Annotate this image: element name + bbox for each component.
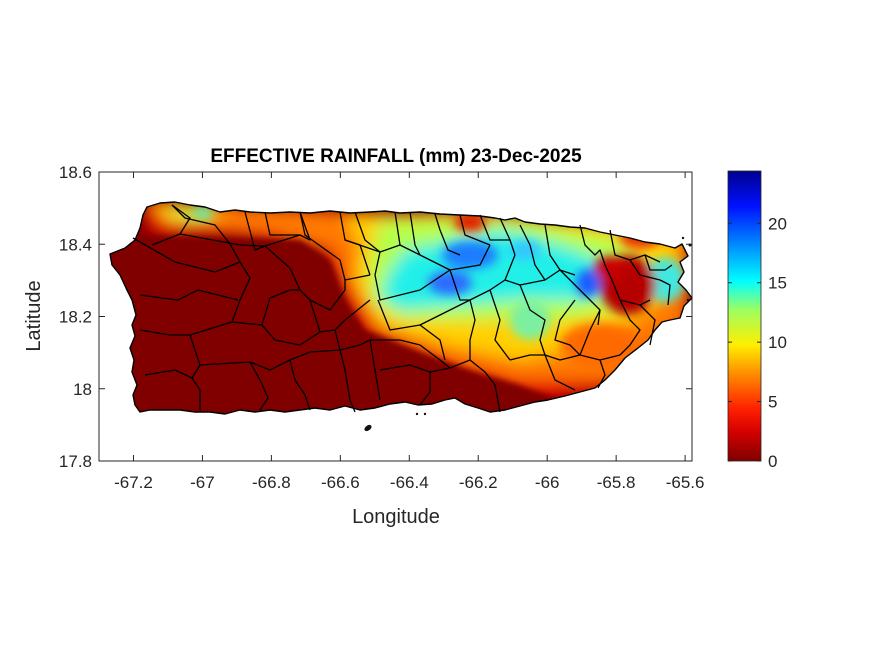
x-tick-label: -65.6 <box>666 473 705 492</box>
boundary <box>559 269 601 326</box>
boundary <box>261 289 300 326</box>
x-tick-label: -66.8 <box>252 473 291 492</box>
boundary <box>244 211 301 251</box>
boundary <box>334 329 356 413</box>
chart-title: EFFECTIVE RAINFALL (mm) 23-Dec-2025 <box>210 146 582 167</box>
boundary <box>479 214 516 256</box>
colorbar-gradient <box>727 170 762 462</box>
cyan-central-south <box>510 300 550 340</box>
x-ticks: -67.2 -67 -66.8 -66.6 -66.4 -66.2 -66 -65.8 -65.… <box>114 172 704 492</box>
boundary <box>469 359 501 413</box>
rainfall-field <box>110 202 692 414</box>
colorbar-tick-label: 5 <box>768 393 777 412</box>
boundary <box>151 204 191 246</box>
boundary <box>519 284 546 356</box>
y-tick-label: 17.8 <box>59 452 92 471</box>
boundary <box>374 251 451 301</box>
hotspot-2 <box>428 271 472 295</box>
x-tick-label: -65.8 <box>597 473 636 492</box>
y-tick-label: 18.2 <box>59 308 92 327</box>
y-tick-label: 18.4 <box>59 235 92 254</box>
boundary <box>354 211 381 253</box>
boundary <box>399 339 451 369</box>
boundary <box>544 354 576 391</box>
y-ticks: 17.8 18 18.2 18.4 18.6 <box>59 163 692 471</box>
boundary <box>139 321 233 336</box>
colorbar-tick-label: 15 <box>768 274 787 293</box>
y-tick-label: 18.6 <box>59 163 92 182</box>
boundary <box>619 299 641 356</box>
boundary <box>554 299 581 356</box>
hotspot-1 <box>442 241 498 269</box>
x-tick-label: -66 <box>535 473 560 492</box>
small-islands <box>364 236 692 432</box>
boundary <box>419 372 431 406</box>
x-tick-label: -66.6 <box>321 473 360 492</box>
colorbar-tick-label: 0 <box>768 452 777 471</box>
boundary <box>179 233 266 247</box>
colorbar-ticks: 0 5 10 15 20 <box>728 214 787 471</box>
boundary <box>489 289 511 361</box>
island-caja-de-muertos <box>364 424 372 432</box>
boundary <box>229 243 251 323</box>
boundary <box>289 359 311 411</box>
boundary <box>544 224 576 276</box>
boundary <box>579 224 606 266</box>
dry-southwest <box>110 235 620 414</box>
boundary <box>309 339 400 353</box>
municipality-boundaries <box>132 204 673 413</box>
boundary <box>309 274 371 311</box>
hotspot-3 <box>576 269 600 297</box>
boundary <box>629 259 671 306</box>
boundary <box>139 289 239 301</box>
boundary <box>519 224 546 281</box>
colorbar-tick-label: 20 <box>768 214 787 233</box>
boundary <box>597 359 606 389</box>
boundary <box>469 299 476 360</box>
colorbar-tick-label: 10 <box>768 333 787 352</box>
boundary <box>419 324 446 361</box>
boundary <box>299 211 346 281</box>
x-tick-label: -66.2 <box>459 473 498 492</box>
boundary <box>579 309 621 361</box>
boundary <box>171 204 231 245</box>
boundary <box>459 214 491 246</box>
x-tick-label: -66.4 <box>390 473 429 492</box>
colorbar: 0 5 10 15 20 <box>727 170 787 471</box>
coastline <box>109 201 693 415</box>
northwest-cyan <box>193 208 213 218</box>
boundary <box>199 351 311 371</box>
boundary <box>249 361 269 411</box>
boundary <box>344 239 411 253</box>
x-axis-label: Longitude <box>352 506 440 528</box>
boundary <box>639 304 656 346</box>
boundary <box>132 237 241 273</box>
north-red-patch <box>454 212 486 232</box>
boundary <box>394 211 401 246</box>
axes: -67.2 -67 -66.8 -66.6 -66.4 -66.2 -66 -65.8 -65.… <box>59 163 705 492</box>
islet <box>415 412 419 416</box>
dry-east-2 <box>594 256 626 280</box>
x-tick-label: -67 <box>190 473 215 492</box>
islet <box>423 412 427 416</box>
islet <box>681 236 685 240</box>
boundary <box>231 321 321 346</box>
boundary <box>319 299 371 333</box>
boundary <box>644 254 673 271</box>
boundary <box>369 339 381 401</box>
boundary <box>264 211 311 241</box>
boundary <box>499 217 511 241</box>
y-tick-label: 18 <box>73 380 92 399</box>
orange-southeast <box>560 323 640 367</box>
islet <box>686 298 690 302</box>
y-axis-label: Latitude <box>23 280 45 351</box>
boundary <box>434 213 461 256</box>
boundary <box>409 211 421 256</box>
x-tick-label: -67.2 <box>114 473 153 492</box>
